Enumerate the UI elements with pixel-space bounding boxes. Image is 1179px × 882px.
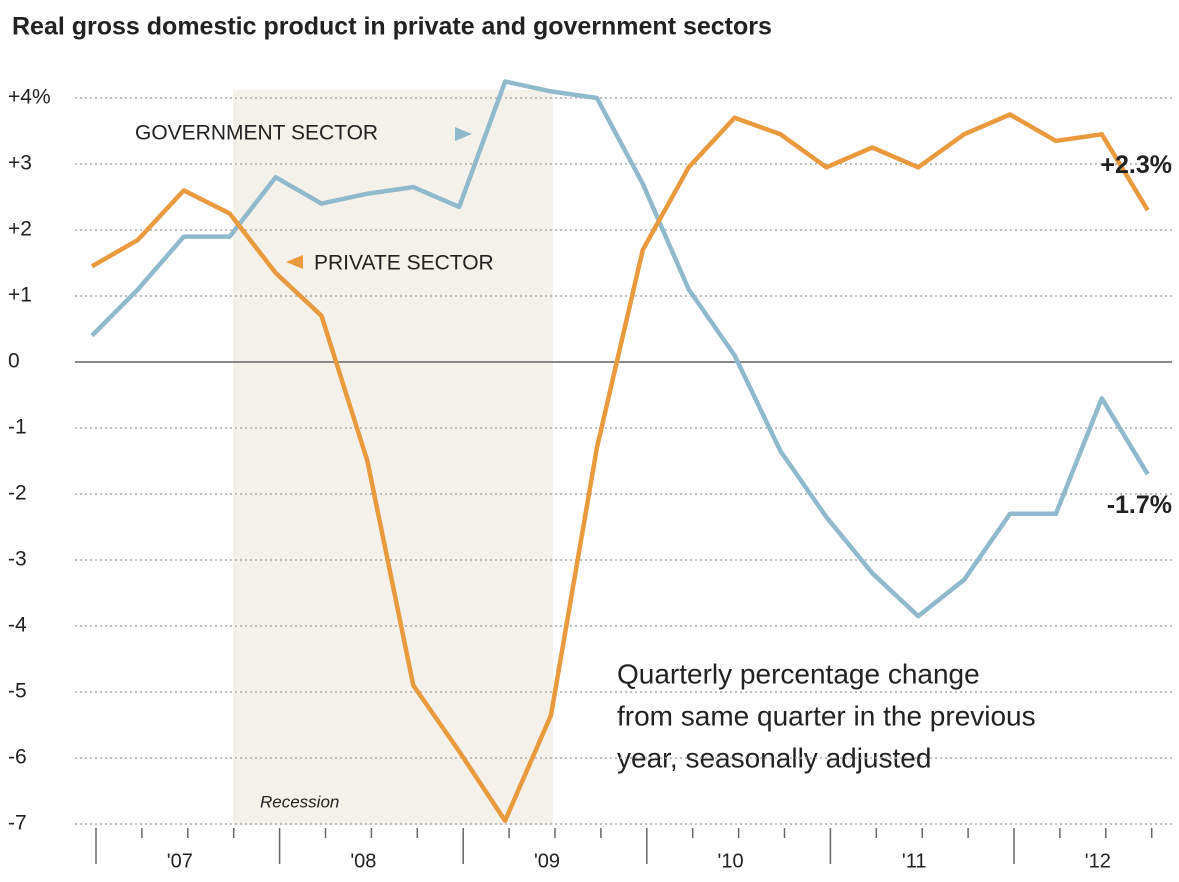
x-tick-label: '12	[1085, 850, 1111, 872]
x-tick-label: '11	[902, 850, 927, 872]
x-tick-label: '09	[534, 850, 560, 872]
note-line: year, seasonally adjusted	[617, 742, 931, 773]
recession-band	[233, 90, 553, 825]
x-tick-label: '08	[350, 850, 376, 872]
y-tick-label: 0	[8, 350, 20, 373]
note-line: Quarterly percentage change	[617, 658, 980, 689]
x-tick-label: '07	[167, 850, 193, 872]
legend-arrow	[286, 255, 303, 269]
y-tick-label: -5	[8, 680, 27, 703]
series-line	[90, 112, 1150, 823]
y-tick-label: -3	[8, 548, 27, 571]
y-tick-label: +3	[8, 152, 32, 175]
chart-title: Real gross domestic product in private a…	[12, 13, 772, 41]
y-tick-label: -4	[8, 614, 27, 637]
legend-arrow	[455, 127, 472, 141]
y-tick-label: +4%	[8, 86, 51, 109]
y-tick-label: -1	[8, 416, 27, 439]
end-label: +2.3%	[1100, 151, 1172, 179]
recession-label: Recession	[260, 792, 339, 811]
end-label: -1.7%	[1107, 491, 1172, 519]
y-tick-label: +1	[8, 284, 32, 307]
y-tick-label: -7	[8, 812, 27, 835]
y-tick-label: -6	[8, 746, 27, 769]
legend-label: GOVERNMENT SECTOR	[135, 122, 378, 145]
series-line	[90, 79, 1150, 619]
y-tick-label: -2	[8, 482, 27, 505]
y-tick-label: +2	[8, 218, 32, 241]
legend-label: PRIVATE SECTOR	[314, 252, 494, 275]
note-line: from same quarter in the previous	[617, 700, 1036, 731]
x-tick-label: '10	[718, 850, 744, 872]
